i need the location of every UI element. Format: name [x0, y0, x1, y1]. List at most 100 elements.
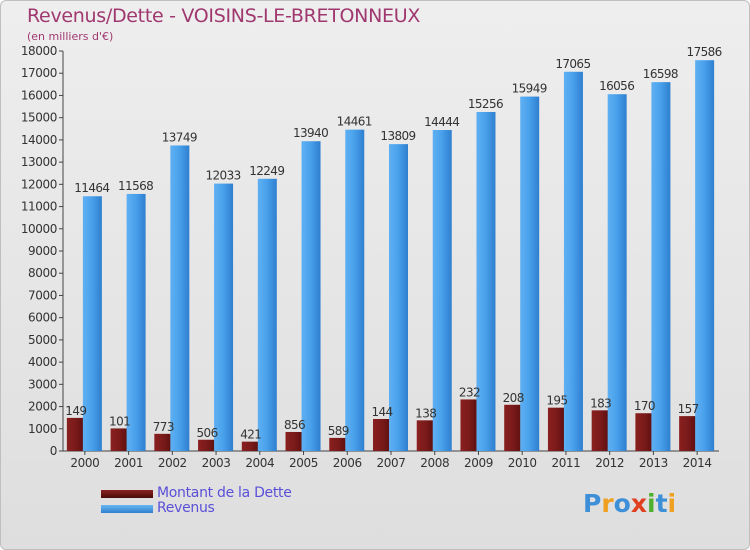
- data-label-dette: 144: [371, 405, 392, 419]
- x-tick-label: 2008: [420, 456, 449, 470]
- logo-letter: r: [601, 489, 614, 518]
- data-label-revenus: 17586: [687, 45, 722, 59]
- bar-revenus: [520, 96, 540, 452]
- x-tick-label: 2010: [508, 456, 537, 470]
- bar-dette: [591, 410, 610, 451]
- bar-revenus: [257, 178, 277, 452]
- bar-dette: [460, 399, 479, 451]
- chart-title: Revenus/Dette - VOISINS-LE-BRETONNEUX: [27, 5, 421, 27]
- x-tick-label: 2013: [639, 456, 668, 470]
- data-label-revenus: 16598: [643, 67, 678, 81]
- data-label-dette: 157: [678, 402, 699, 416]
- logo-letter: i: [667, 489, 677, 518]
- data-label-dette: 183: [590, 396, 611, 410]
- legend-label-dette: Montant de la Dette: [157, 485, 292, 501]
- data-label-revenus: 14461: [337, 115, 372, 129]
- bar-revenus: [170, 145, 190, 451]
- bar-revenus: [126, 193, 146, 451]
- data-label-revenus: 12249: [249, 164, 284, 178]
- data-label-dette: 138: [415, 406, 436, 420]
- data-label-revenus: 14444: [424, 115, 459, 129]
- data-label-dette: 506: [197, 426, 218, 440]
- bar-revenus: [695, 60, 715, 451]
- y-tick-label: 14000: [21, 133, 57, 147]
- data-label-dette: 170: [634, 399, 655, 413]
- bar-revenus: [214, 183, 234, 451]
- logo-letter: x: [630, 489, 647, 518]
- y-tick-label: 7000: [28, 288, 57, 302]
- y-tick-label: 11000: [21, 200, 57, 214]
- bar-dette: [241, 441, 260, 451]
- x-tick-label: 2002: [158, 456, 187, 470]
- x-tick-label: 2001: [114, 456, 143, 470]
- data-label-revenus: 11568: [118, 179, 153, 193]
- data-label-revenus: 11464: [74, 181, 109, 195]
- data-label-revenus: 17065: [555, 57, 590, 71]
- bar-revenus: [345, 129, 365, 451]
- legend-swatch-revenus: [101, 505, 153, 513]
- bar-revenus: [563, 71, 583, 452]
- x-tick-label: 2006: [333, 456, 362, 470]
- data-label-revenus: 16056: [599, 79, 634, 93]
- bar-revenus: [607, 94, 627, 451]
- x-tick-label: 2007: [377, 456, 406, 470]
- logo-letter: P: [583, 489, 602, 518]
- data-label-dette: 421: [240, 428, 261, 442]
- x-tick-label: 2000: [70, 456, 99, 470]
- bar-dette: [198, 439, 217, 451]
- bar-dette: [66, 417, 85, 451]
- y-tick-label: 18000: [21, 44, 57, 58]
- legend-swatch-dette: [101, 490, 153, 498]
- proxiti-logo: Proxiti: [583, 489, 676, 518]
- bar-dette: [416, 420, 435, 451]
- data-label-revenus: 15256: [468, 97, 503, 111]
- x-tick-label: 2003: [202, 456, 231, 470]
- bar-revenus: [301, 141, 321, 451]
- y-tick-label: 5000: [28, 333, 57, 347]
- y-tick-label: 2000: [28, 400, 57, 414]
- y-tick-label: 3000: [28, 377, 57, 391]
- y-tick-label: 1000: [28, 422, 57, 436]
- y-tick-label: 16000: [21, 88, 57, 102]
- bar-dette: [679, 416, 698, 451]
- y-tick-label: 13000: [21, 155, 57, 169]
- x-tick-label: 2011: [551, 456, 580, 470]
- y-tick-label: 4000: [28, 355, 57, 369]
- logo-letter: i: [647, 489, 656, 518]
- y-tick-label: 17000: [21, 66, 57, 80]
- data-label-dette: 195: [546, 394, 567, 408]
- bar-revenus: [432, 130, 452, 451]
- bar-dette: [547, 407, 566, 451]
- data-label-dette: 101: [109, 414, 130, 428]
- data-label-dette: 589: [328, 424, 349, 438]
- y-tick-label: 6000: [28, 311, 57, 325]
- y-tick-label: 0: [50, 444, 57, 458]
- x-tick-label: 2004: [245, 456, 274, 470]
- chart-subtitle: (en milliers d'€): [27, 30, 114, 43]
- bar-revenus: [82, 196, 102, 451]
- y-tick-label: 12000: [21, 177, 57, 191]
- logo-letter: t: [655, 489, 668, 518]
- data-label-revenus: 15949: [512, 82, 547, 96]
- bar-dette: [329, 437, 348, 451]
- bar-dette: [373, 419, 391, 451]
- legend-label-revenus: Revenus: [157, 500, 215, 516]
- bar-dette: [154, 433, 173, 451]
- data-label-dette: 856: [284, 418, 305, 432]
- data-label-revenus: 13809: [380, 129, 415, 143]
- x-tick-label: 2012: [595, 456, 624, 470]
- x-tick-label: 2009: [464, 456, 493, 470]
- data-label-revenus: 13749: [162, 130, 197, 144]
- data-label-dette: 208: [503, 391, 524, 405]
- bar-dette: [635, 413, 654, 451]
- data-label-dette: 232: [459, 385, 480, 399]
- x-tick-label: 2005: [289, 456, 318, 470]
- bar-dette: [285, 431, 304, 451]
- bar-dette: [504, 404, 523, 451]
- y-tick-label: 15000: [21, 111, 57, 125]
- y-tick-label: 10000: [21, 222, 57, 236]
- bar-revenus: [389, 144, 408, 451]
- data-label-revenus: 12033: [205, 169, 240, 183]
